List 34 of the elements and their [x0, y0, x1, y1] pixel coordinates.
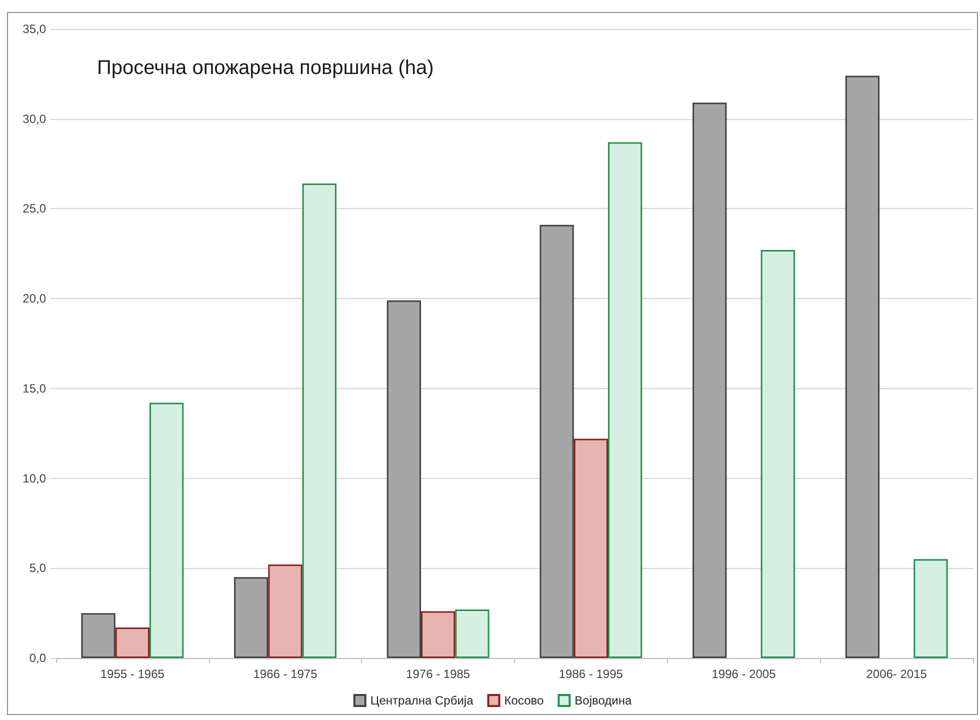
bar [386, 300, 422, 658]
y-tick-label: 15,0 [22, 381, 46, 396]
y-tick-label: 35,0 [22, 22, 46, 36]
bar [540, 224, 574, 658]
y-tick-label: 0,0 [29, 651, 46, 665]
bar [268, 564, 302, 658]
legend-label: Централна Србија [370, 694, 474, 708]
x-tick-label: 2006- 2015 [866, 667, 928, 681]
legend-label: Косово [504, 694, 544, 708]
x-tick-label: 1955 - 1965 [100, 667, 165, 681]
bar [845, 76, 880, 658]
y-tick-label: 25,0 [22, 202, 46, 216]
text: Просечна опожарена површина (ha) [97, 57, 434, 79]
x-tick-label: 1976 - 1985 [406, 667, 470, 681]
bar [455, 609, 490, 658]
y-tick-label: 5,0 [29, 561, 46, 576]
legend-label: Војводина [574, 694, 632, 708]
y-tick-label: 30,0 [22, 112, 46, 126]
y-tick-label: 20,0 [22, 292, 46, 306]
bar [608, 142, 642, 658]
bar [302, 184, 336, 658]
bar [149, 402, 184, 658]
bar [81, 613, 116, 658]
x-tick-label: 1986 - 1995 [558, 667, 624, 681]
bar [421, 611, 456, 658]
bar [914, 559, 948, 658]
bar [574, 438, 608, 658]
bar [234, 577, 268, 658]
x-tick-label: 1996 - 2005 [712, 667, 776, 681]
x-tick-label: 1966 - 1975 [253, 667, 318, 681]
y-tick-label: 10,0 [22, 471, 46, 486]
bar [692, 102, 727, 658]
bar [115, 627, 150, 658]
bar [760, 250, 795, 658]
